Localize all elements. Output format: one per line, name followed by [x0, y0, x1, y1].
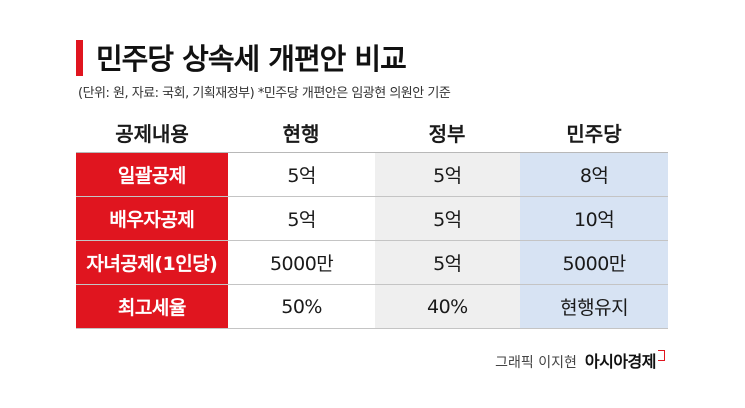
title-accent-bar	[76, 40, 83, 76]
source-note: (단위: 원, 자료: 국회, 기획재정부) *민주당 개편안은 임광현 의원안…	[78, 86, 451, 101]
page-title: 민주당 상속세 개편안 비교	[96, 42, 407, 76]
credit-line: 그래픽 이지현 아시아경제	[495, 348, 665, 372]
cell-current: 5억	[228, 197, 375, 240]
cell-government: 40%	[374, 285, 521, 328]
row-label: 배우자공제	[76, 197, 229, 240]
cell-democratic: 5000만	[520, 241, 668, 284]
cell-government: 5억	[374, 197, 521, 240]
comparison-table: 공제내용 현행 정부 민주당 일괄공제 5억 5억 8억 배우자공제 5억 5억…	[76, 112, 668, 329]
cell-democratic: 현행유지	[520, 285, 668, 328]
header-deduction: 공제내용	[115, 121, 189, 146]
row-label: 최고세율	[76, 285, 229, 328]
cell-democratic: 10억	[520, 197, 668, 240]
publisher-logo: 아시아경제	[584, 352, 657, 371]
table-row: 자녀공제(1인당) 5000만 5억 5000만	[76, 241, 668, 285]
cell-current: 50%	[228, 285, 375, 328]
cell-democratic: 8억	[520, 153, 668, 196]
table-row: 일괄공제 5억 5억 8억	[76, 153, 668, 197]
brand-mark-icon	[658, 350, 665, 361]
header-government: 정부	[428, 121, 466, 146]
row-label: 일괄공제	[76, 153, 229, 196]
header-current: 현행	[282, 121, 320, 146]
cell-government: 5억	[374, 153, 521, 196]
header-democratic: 민주당	[566, 121, 622, 146]
table-row: 최고세율 50% 40% 현행유지	[76, 285, 668, 329]
cell-current: 5000만	[228, 241, 375, 284]
cell-government: 5억	[374, 241, 521, 284]
table-header-row: 공제내용 현행 정부 민주당	[76, 112, 668, 153]
row-label: 자녀공제(1인당)	[76, 241, 229, 284]
graphic-credit: 그래픽 이지현	[495, 355, 577, 371]
cell-current: 5억	[228, 153, 375, 196]
table-row: 배우자공제 5억 5억 10억	[76, 197, 668, 241]
